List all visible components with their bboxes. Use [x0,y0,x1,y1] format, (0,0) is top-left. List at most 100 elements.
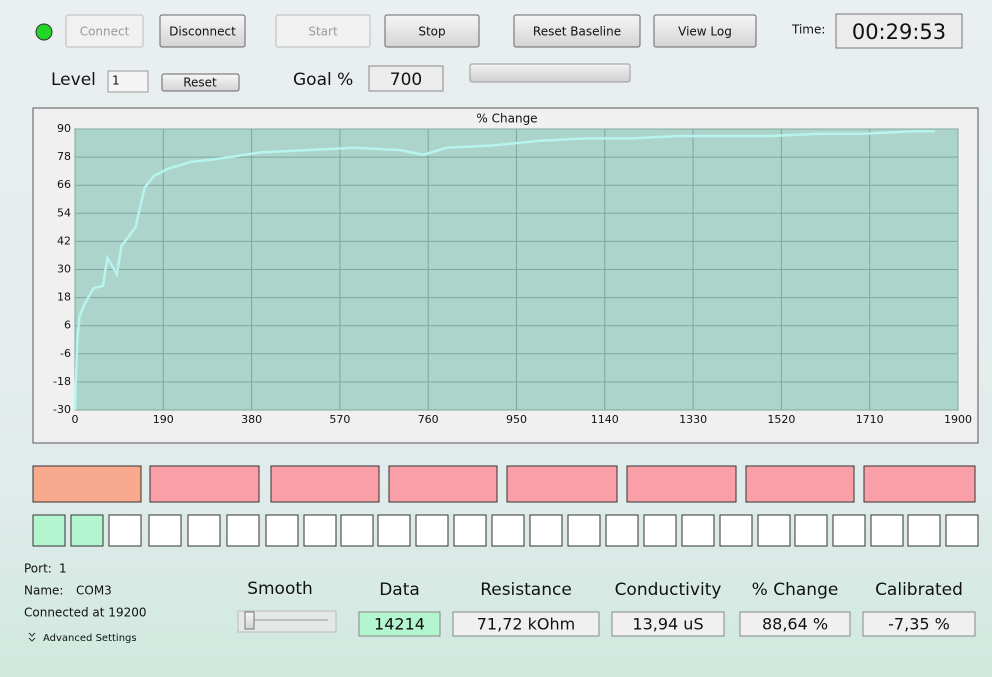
step-indicator [377,514,411,547]
y-tick-label: 30 [57,263,71,276]
level-indicator [388,465,498,503]
level-indicator [745,465,855,503]
level-input[interactable] [107,70,149,93]
y-tick-label: 54 [57,206,71,219]
button-face [159,14,246,48]
reset-label: Reset [183,76,217,90]
y-tick-label: -18 [53,375,71,388]
step-indicator [226,514,260,547]
readout-label: Calibrated [875,580,963,600]
x-tick-label: 0 [72,413,79,426]
toolbar-button[interactable]: Stop [384,14,480,48]
toolbar-button[interactable]: Disconnect [159,14,246,48]
readout-box [452,611,600,637]
name-value: COM3 [76,584,112,598]
button-label: Connect [80,25,130,39]
y-tick-label: 66 [57,178,71,191]
advanced-settings[interactable]: Advanced Settings [43,633,137,644]
y-tick-label: 90 [57,122,71,135]
step-indicator [643,514,677,547]
step-indicator [794,514,828,547]
step-indicator [945,514,979,547]
port-value: 1 [59,562,67,576]
level-indicator [32,465,142,503]
step-indicator [529,514,563,547]
readout-box [358,611,441,637]
readout-box [862,611,976,637]
readout-value: 13,94 uS [632,615,703,634]
goal-box [368,65,444,92]
readout-label: Resistance [480,580,572,600]
step-indicator [32,514,66,547]
goal-value: 700 [390,70,422,90]
readout-box [739,611,851,637]
chevron-icon [28,632,36,642]
x-tick-label: 1520 [767,413,795,426]
x-tick-label: 190 [153,413,174,426]
chart-title: % Change [476,112,537,126]
y-tick-label: 6 [64,319,71,332]
step-indicator [491,514,525,547]
x-tick-label: 570 [329,413,350,426]
x-tick-label: 1900 [944,413,972,426]
connection-status: Connected at 19200 [24,606,146,620]
name-label: Name: [24,584,63,598]
smooth-label: Smooth [247,579,313,599]
step-indicator [415,514,449,547]
button-face [653,14,757,48]
button-label: View Log [678,25,732,39]
button-label: Reset Baseline [533,25,621,39]
readout-value: 71,72 kOhm [477,615,575,634]
y-tick-label: 78 [57,150,71,163]
step-indicator [340,514,374,547]
slider-thumb[interactable] [244,611,255,630]
reset-button[interactable]: Reset [161,73,240,92]
button-face [275,14,371,48]
smooth-slider[interactable] [237,610,337,633]
toolbar-button[interactable]: Connect [65,14,144,48]
level-value: 1 [112,74,120,88]
x-tick-label: 1140 [591,413,619,426]
step-indicator [187,514,221,547]
button-face [65,14,144,48]
button-face [384,14,480,48]
goal-label: Goal % [293,70,353,90]
x-tick-label: 1330 [679,413,707,426]
level-indicator [506,465,618,503]
port-label: Port: [24,562,52,576]
level-indicator [149,465,260,503]
step-indicator [832,514,866,547]
level-label: Level [51,70,96,90]
time-label: Time: [791,23,825,37]
readout-value: 14214 [374,615,425,634]
readout-value: -7,35 % [888,615,950,634]
step-indicator [70,514,104,547]
time-box [835,13,963,49]
readout-label: Conductivity [615,580,722,600]
step-indicator [757,514,791,547]
step-indicator [681,514,715,547]
step-indicator [108,514,142,547]
readout-label: Data [379,580,420,600]
readout-value: 88,64 % [762,615,828,634]
toolbar-button[interactable]: Start [275,14,371,48]
status-led [35,23,53,41]
step-indicator [303,514,337,547]
step-indicator [907,514,941,547]
x-tick-label: 950 [506,413,527,426]
step-indicator [719,514,753,547]
time-value: 00:29:53 [852,20,946,44]
button-label: Start [308,25,338,39]
y-tick-label: -6 [60,347,71,360]
level-indicator [626,465,737,503]
y-tick-label: 18 [57,291,71,304]
button-label: Stop [418,25,445,39]
step-indicator [870,514,904,547]
step-indicator [567,514,601,547]
x-tick-label: 760 [418,413,439,426]
toolbar-button[interactable]: Reset Baseline [513,14,641,48]
level-indicator [270,465,380,503]
toolbar-button[interactable]: View Log [653,14,757,48]
readout-box [611,611,725,637]
